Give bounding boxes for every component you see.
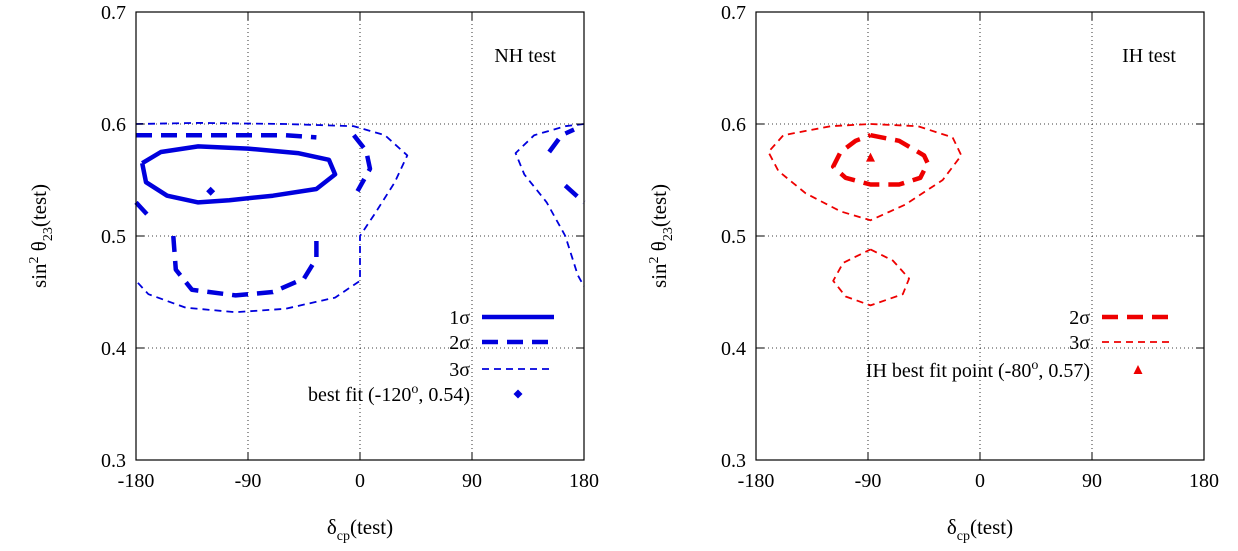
contour-1σ-line <box>139 144 338 205</box>
y-tick-label: 0.5 <box>101 226 126 248</box>
legend-label: 3σ <box>449 359 470 381</box>
contour-3σ-line <box>767 123 963 222</box>
legend-label: 1σ <box>449 307 470 329</box>
contour-2σ-line <box>171 235 319 298</box>
contour-2σ-line <box>830 132 930 187</box>
contour-2σ-line <box>134 200 151 218</box>
x-tick-label: -90 <box>235 470 262 492</box>
y-axis-label: sin2 θ23(test) <box>27 184 56 288</box>
x-tick-label: 180 <box>1189 470 1219 492</box>
y-axis-label: sin2 θ23(test) <box>647 184 676 288</box>
y-tick-label: 0.3 <box>101 450 126 472</box>
contour-2σ-line <box>547 127 575 154</box>
contour-2σ-line <box>352 133 373 193</box>
contour-2σ-line <box>136 132 317 140</box>
x-tick-label: -90 <box>855 470 882 492</box>
contour-3σ-line <box>832 248 910 307</box>
panel-annotation: IH test <box>1122 45 1176 67</box>
y-tick-label: 0.3 <box>721 450 746 472</box>
best-fit-legend-label: IH best fit point (-80o, 0.57) <box>866 358 1090 382</box>
y-tick-label: 0.7 <box>101 2 126 24</box>
best-fit-legend-marker <box>1133 365 1143 374</box>
y-tick-label: 0.7 <box>721 2 746 24</box>
x-axis-label: δcp(test) <box>947 515 1013 544</box>
panel-annotation: NH test <box>494 45 556 67</box>
y-tick-label: 0.6 <box>101 114 126 136</box>
best-fit-point <box>865 152 875 162</box>
nh-panel: -180 -90 0 90 180 0.3 0.4 0.5 0.6 0.7 NH test δcp(t… <box>27 2 599 544</box>
best-fit-point <box>206 186 216 196</box>
y-tick-label: 0.5 <box>721 226 746 248</box>
legend-label: 2σ <box>449 332 470 354</box>
y-tick-label: 0.6 <box>721 114 746 136</box>
x-tick-label: -180 <box>738 470 775 492</box>
x-tick-label: 0 <box>355 470 365 492</box>
best-fit-legend-marker <box>513 389 523 399</box>
contour-3σ-line <box>514 123 585 287</box>
x-tick-label: 0 <box>975 470 985 492</box>
x-tick-label: 90 <box>1082 470 1102 492</box>
x-axis-label: δcp(test) <box>327 515 393 544</box>
ih-panel: -180 -90 0 90 180 0.3 0.4 0.5 0.6 0.7 IH test δcp(t… <box>647 2 1219 544</box>
legend-label: 2σ <box>1069 307 1090 329</box>
legend-label: 3σ <box>1069 332 1090 354</box>
x-tick-label: 180 <box>569 470 599 492</box>
x-tick-label: -180 <box>118 470 155 492</box>
best-fit-legend-label: best fit (-120o, 0.54) <box>308 382 470 406</box>
x-tick-label: 90 <box>462 470 482 492</box>
y-tick-label: 0.4 <box>721 338 746 360</box>
contour-2σ-line <box>563 183 586 205</box>
contour-3σ-line <box>135 122 409 314</box>
y-tick-label: 0.4 <box>101 338 126 360</box>
